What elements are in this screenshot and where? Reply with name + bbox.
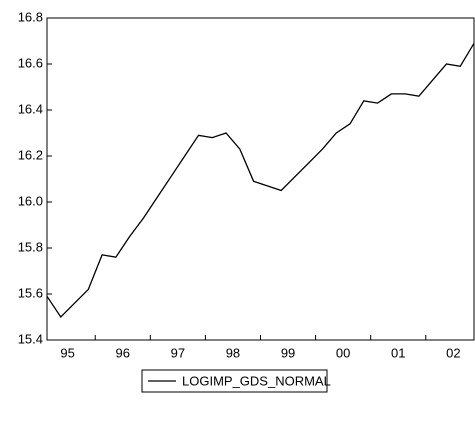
legend-box [141, 369, 328, 393]
y-tick-label: 16.8 [18, 9, 43, 24]
legend-label: LOGIMP_GDS_NORMAL [182, 373, 331, 388]
x-tick-label: 96 [116, 345, 130, 360]
y-tick-label: 16.2 [18, 147, 43, 162]
plot-frame [46, 17, 475, 341]
x-tick-label: 99 [281, 345, 295, 360]
y-tick-label: 16.0 [18, 193, 43, 208]
x-tick-label: 00 [336, 345, 350, 360]
y-tick-label: 16.6 [18, 55, 43, 70]
x-tick-label: 98 [226, 345, 240, 360]
y-tick-label: 16.4 [18, 101, 43, 116]
x-tick-label: 95 [60, 345, 74, 360]
y-tick-label: 15.8 [18, 239, 43, 254]
x-tick-label: 02 [446, 345, 460, 360]
x-tick-label: 01 [391, 345, 405, 360]
series-line [46, 42, 475, 319]
y-tick-label: 15.4 [18, 331, 43, 346]
y-tick-label: 15.6 [18, 285, 43, 300]
x-tick-label: 97 [171, 345, 185, 360]
